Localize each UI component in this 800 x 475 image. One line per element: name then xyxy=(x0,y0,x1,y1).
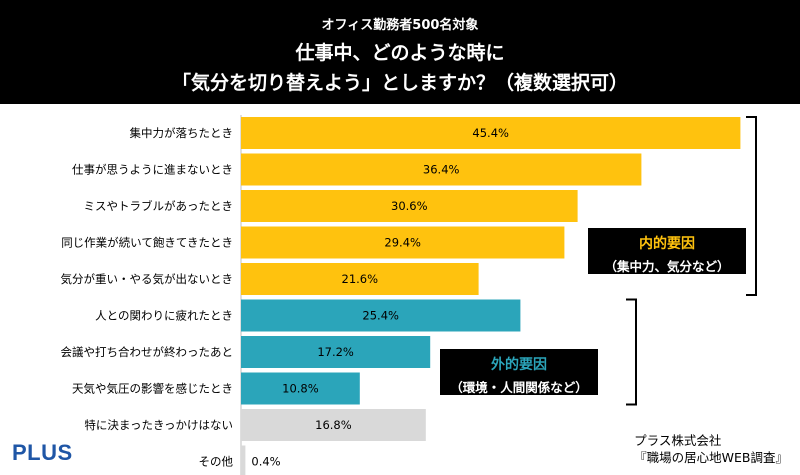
internal-factors-box: 内的要因 （集中力、気分など） xyxy=(588,228,746,274)
value-label: 16.8% xyxy=(315,418,352,432)
bar xyxy=(241,226,565,259)
bar xyxy=(241,372,360,405)
group-bracket xyxy=(626,298,637,406)
category-label: その他 xyxy=(199,455,234,469)
group-bracket xyxy=(746,116,757,296)
bar xyxy=(241,190,578,222)
category-label: 仕事が思うように進まないとき xyxy=(72,163,233,177)
external-factors-heading: 外的要因 xyxy=(491,357,547,373)
bar xyxy=(241,299,521,332)
chart-title-line2: 「気分を切り替えよう」としますか？（複数選択可） xyxy=(171,72,628,94)
internal-factors-detail: （集中力、気分など） xyxy=(604,259,730,274)
value-label: 0.4% xyxy=(251,455,280,469)
source-credit: プラス株式会社 『職場の居心地WEB調査』 xyxy=(634,432,788,466)
category-label: 気分が重い・やる気が出ないとき xyxy=(61,272,234,286)
category-label: ミスやトラブルがあったとき xyxy=(84,199,234,213)
value-label: 29.4% xyxy=(384,236,421,250)
category-label: 天気や気圧の影響を感じたとき xyxy=(72,382,233,396)
external-factors-box: 外的要因 （環境・人間関係など） xyxy=(440,349,598,395)
value-label: 25.4% xyxy=(362,309,399,323)
value-label: 45.4% xyxy=(472,126,509,140)
bar xyxy=(241,153,642,186)
bar xyxy=(241,117,741,149)
bar xyxy=(241,409,426,441)
category-label: 特に決まったきっかけはない xyxy=(84,418,233,432)
value-label: 36.4% xyxy=(423,163,460,177)
external-factors-detail: （環境・人間関係など） xyxy=(450,380,588,395)
chart-title-line1: 仕事中、どのような時に xyxy=(295,42,505,64)
value-label: 17.2% xyxy=(317,345,354,359)
chart-header: オフィス勤務者500名対象 仕事中、どのような時に 「気分を切り替えよう」としま… xyxy=(0,0,800,104)
value-label: 21.6% xyxy=(342,272,379,286)
category-label: 同じ作業が続いて飽きてきたとき xyxy=(61,236,233,250)
category-label: 集中力が落ちたとき xyxy=(130,126,234,140)
plus-logo: PLUS xyxy=(12,440,73,465)
category-label: 会議や打ち合わせが終わったあと xyxy=(61,345,234,359)
internal-factors-heading: 内的要因 xyxy=(639,236,695,252)
bar xyxy=(241,263,479,295)
category-label: 人との関わりに疲れたとき xyxy=(95,309,233,323)
credit-company: プラス株式会社 xyxy=(634,433,722,448)
value-label: 30.6% xyxy=(391,199,428,213)
bar xyxy=(241,336,431,368)
chart-subtitle: オフィス勤務者500名対象 xyxy=(321,18,479,33)
value-label: 10.8% xyxy=(282,382,319,396)
credit-survey: 『職場の居心地WEB調査』 xyxy=(634,450,788,465)
bar xyxy=(241,445,246,475)
